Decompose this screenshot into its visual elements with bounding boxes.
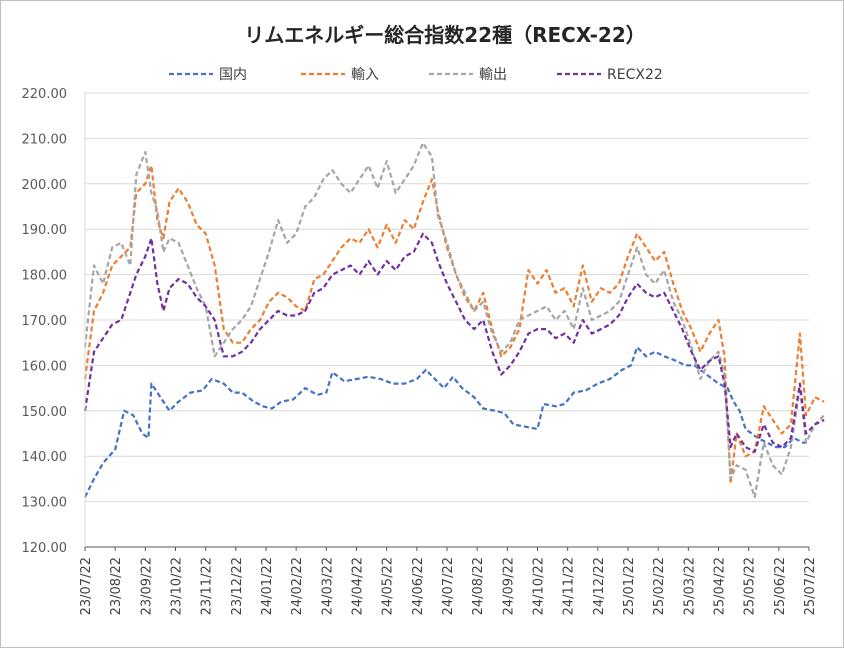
y-tick-label: 160.00	[22, 359, 68, 374]
x-tick-label: 23/12/22	[230, 557, 245, 615]
x-tick-label: 24/09/22	[501, 557, 516, 615]
y-tick-label: 150.00	[22, 405, 68, 420]
x-tick-label: 25/04/22	[713, 557, 728, 615]
x-tick-label: 24/10/22	[532, 557, 547, 615]
legend-label-2: 輸出	[479, 67, 507, 83]
x-tick-label: 23/11/22	[200, 557, 215, 615]
y-tick-label: 130.00	[22, 496, 68, 511]
x-tick-label: 25/05/22	[743, 557, 758, 615]
x-tick-label: 25/03/22	[682, 557, 697, 615]
x-tick-label: 24/07/22	[441, 557, 456, 615]
x-tick-label: 24/11/22	[562, 557, 577, 615]
x-tick-label: 24/12/22	[592, 557, 607, 615]
x-tick-label: 23/10/22	[170, 557, 185, 615]
y-tick-label: 190.00	[22, 223, 68, 238]
x-axis-ticks: 23/07/22 23/08/22 23/09/22 23/10/22 23/11/22…	[79, 547, 818, 615]
x-tick-label: 24/08/22	[471, 557, 486, 615]
y-tick-label: 210.00	[22, 132, 68, 147]
x-tick-label: 24/03/22	[320, 557, 335, 615]
chart-title: リムエネルギー総合指数22種（RECX-22）	[244, 23, 646, 47]
x-tick-label: 24/04/22	[351, 557, 366, 615]
x-tick-label: 25/02/22	[652, 557, 667, 615]
series-layer	[83, 141, 825, 499]
x-tick-label: 23/08/22	[109, 557, 124, 615]
x-tick-label: 24/06/22	[411, 557, 426, 615]
x-tick-label: 24/02/22	[290, 557, 305, 615]
legend-label-1: 輸入	[351, 67, 379, 83]
x-tick-label: 25/06/22	[773, 557, 788, 615]
grid	[85, 92, 809, 548]
x-tick-label: 24/05/22	[381, 557, 396, 615]
y-tick-label: 170.00	[22, 314, 68, 329]
y-tick-label: 220.00	[22, 87, 68, 102]
series-line-2	[83, 141, 825, 499]
legend-label-3: RECX22	[607, 67, 663, 83]
x-tick-label: 25/01/22	[622, 557, 637, 615]
y-axis-ticks: 120.00 130.00 140.00 150.00 160.00 170.00 180.…	[22, 87, 68, 556]
series-line-0	[84, 346, 809, 498]
series-line-3	[83, 232, 825, 453]
y-tick-label: 120.00	[22, 541, 68, 556]
x-tick-label: 23/09/22	[139, 557, 154, 615]
x-tick-label: 24/01/22	[260, 557, 275, 615]
y-tick-label: 180.00	[22, 269, 68, 284]
y-tick-label: 200.00	[22, 178, 68, 193]
legend: 国内 輸入 輸出 RECX22	[169, 67, 663, 83]
legend-label-0: 国内	[219, 67, 247, 83]
y-tick-label: 140.00	[22, 450, 68, 465]
x-tick-label: 25/07/22	[803, 557, 818, 615]
series-line-1	[83, 164, 825, 485]
x-tick-label: 23/07/22	[79, 557, 94, 615]
